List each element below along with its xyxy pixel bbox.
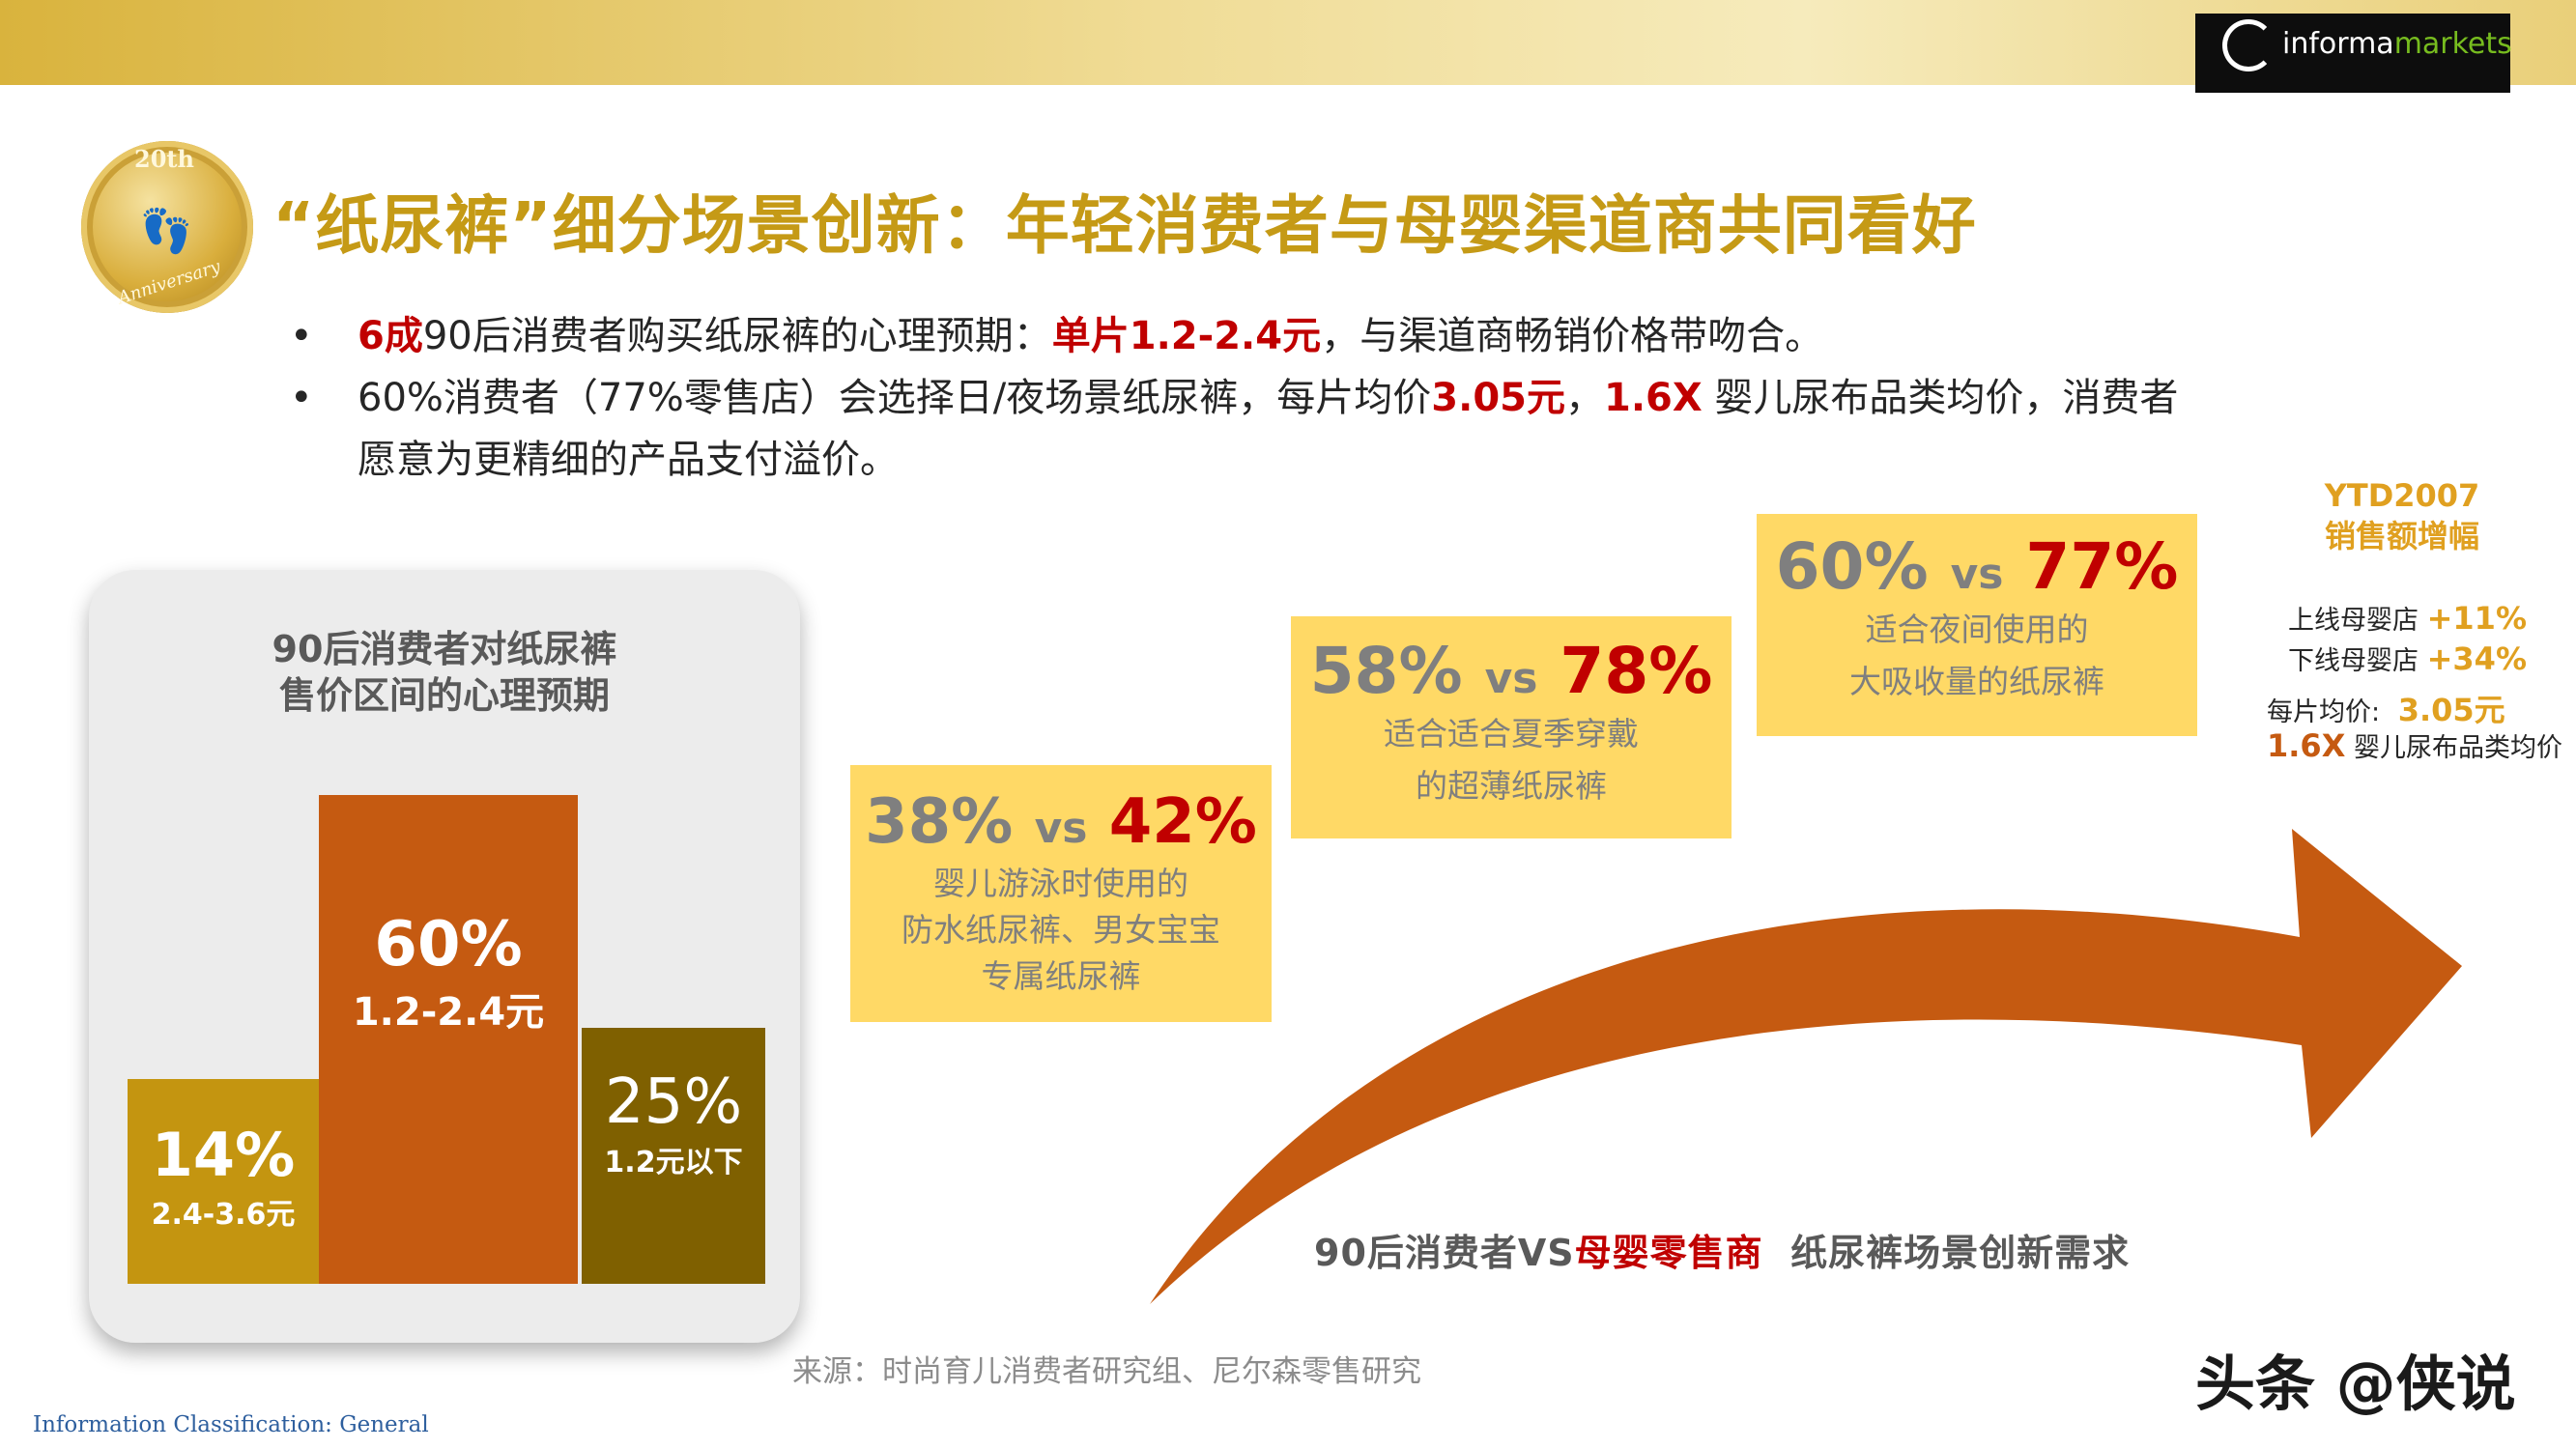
- header-bar: [0, 0, 2576, 85]
- bullet-1: • 6成90后消费者购买纸尿裤的心理预期：单片1.2-2.4元，与渠道商畅销价格…: [290, 305, 2178, 367]
- panel-title: 90后消费者对纸尿裤 售价区间的心理预期: [272, 628, 617, 717]
- bullet-2-continued: 愿意为更精细的产品支付溢价。: [358, 438, 899, 482]
- bar-range: 1.2元以下: [604, 1146, 743, 1179]
- source-note: 来源：时尚育儿消费者研究组、尼尔森零售研究: [792, 1354, 1421, 1389]
- scenario-values: 58% vs 78%: [1309, 634, 1713, 708]
- bar-value: 14%: [151, 1120, 296, 1190]
- bullet-dot: •: [290, 376, 313, 420]
- bar-14-percent: 14% 2.4-3.6元: [128, 1079, 319, 1284]
- bar-25-percent: 25% 1.2元以下: [582, 1028, 765, 1284]
- ytd-offline: 下线母婴店 +34%: [2288, 640, 2527, 677]
- arrow-caption: 90后消费者VS母婴零售商 纸尿裤场景创新需求: [1314, 1232, 2131, 1274]
- bar-range: 2.4-3.6元: [151, 1198, 296, 1232]
- bar-range: 1.2-2.4元: [352, 990, 545, 1035]
- bullet-dot: •: [290, 314, 313, 358]
- watermark: 头条 @侠说: [2195, 1349, 2516, 1419]
- scenario-card-swim: 38% vs 42% 婴儿游泳时使用的 防水纸尿裤、男女宝宝 专属纸尿裤: [850, 765, 1272, 1022]
- scenario-values: 38% vs 42%: [865, 786, 1257, 858]
- bar-60-percent: 60% 1.2-2.4元: [319, 795, 578, 1284]
- bullet-2: • 60%消费者（77%零售店）会选择日/夜场景纸尿裤，每片均价3.05元，1.…: [290, 367, 2178, 429]
- bar-value: 60%: [374, 909, 523, 980]
- baby-feet-icon: 👣: [139, 207, 193, 256]
- ytd-unit-price: 每片均价: 3.05元: [2267, 692, 2505, 728]
- page-title: “纸尿裤”细分场景创新：年轻消费者与母婴渠道商共同看好: [272, 188, 1977, 263]
- scenario-values: 60% vs 77%: [1775, 529, 2179, 604]
- ytd-online: 上线母婴店 +11%: [2288, 600, 2527, 637]
- scenario-card-summer: 58% vs 78% 适合适合夏季穿戴 的超薄纸尿裤: [1291, 616, 1732, 838]
- scenario-desc: 适合夜间使用的 大吸收量的纸尿裤: [1849, 611, 2104, 700]
- bar-value: 25%: [604, 1066, 743, 1138]
- anniversary-badge-icon: [81, 141, 253, 313]
- bullet-list: • 6成90后消费者购买纸尿裤的心理预期：单片1.2-2.4元，与渠道商畅销价格…: [290, 305, 2178, 491]
- scenario-desc: 婴儿游泳时使用的 防水纸尿裤、男女宝宝 专属纸尿裤: [902, 865, 1220, 995]
- ytd-heading: YTD2007 销售额增幅: [2324, 477, 2480, 554]
- scenario-card-night: 60% vs 77% 适合夜间使用的 大吸收量的纸尿裤: [1757, 514, 2197, 736]
- logo-text: informamarkets: [2282, 27, 2512, 61]
- ytd-multiple: 1.6X 婴儿尿布品类均价: [2267, 727, 2562, 764]
- logo-swirl-icon: [2222, 19, 2275, 71]
- scenario-desc: 适合适合夏季穿戴 的超薄纸尿裤: [1384, 715, 1639, 805]
- classification-label: Information Classification: General: [33, 1412, 429, 1437]
- badge-20th: 20th: [134, 145, 194, 173]
